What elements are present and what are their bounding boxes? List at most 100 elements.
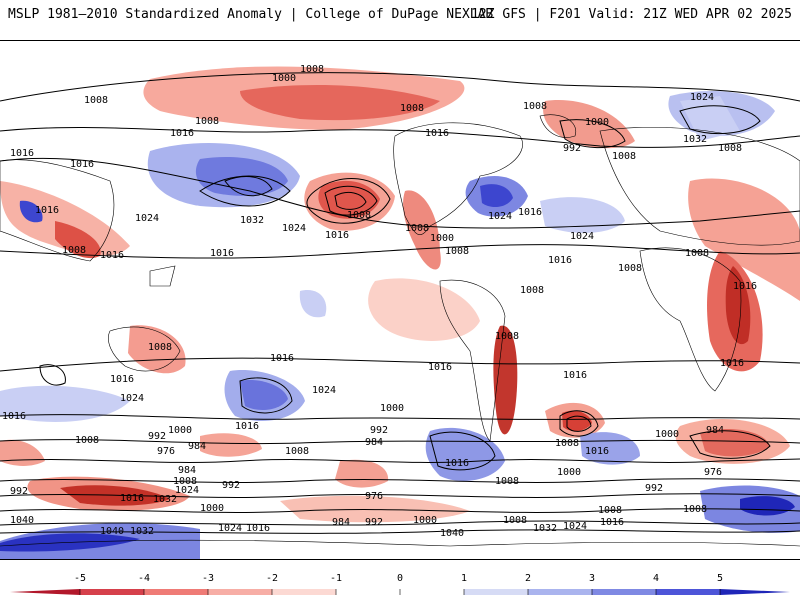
svg-text:1008: 1008 xyxy=(195,116,219,127)
colorbar-legend: -5 -4 -3 -2 -1 0 1 2 3 4 5 xyxy=(0,570,800,600)
svg-text:1000: 1000 xyxy=(430,233,454,244)
svg-text:1016: 1016 xyxy=(235,421,259,432)
svg-text:1024: 1024 xyxy=(488,211,512,222)
svg-text:1000: 1000 xyxy=(272,73,296,84)
svg-text:1016: 1016 xyxy=(325,230,349,241)
svg-text:1008: 1008 xyxy=(503,515,527,526)
svg-text:992: 992 xyxy=(365,517,383,528)
colorbar-tick-label: 4 xyxy=(653,573,659,584)
colorbar-tick-label: 5 xyxy=(717,573,723,584)
svg-text:1008: 1008 xyxy=(62,245,86,256)
colorbar-tick-label: 1 xyxy=(461,573,467,584)
svg-text:1040: 1040 xyxy=(440,528,464,539)
svg-text:1032: 1032 xyxy=(240,215,264,226)
svg-text:1008: 1008 xyxy=(148,342,172,353)
svg-text:1024: 1024 xyxy=(120,393,144,404)
colorbar-tick-label: -4 xyxy=(138,573,150,584)
svg-text:1016: 1016 xyxy=(70,159,94,170)
svg-text:1008: 1008 xyxy=(300,64,324,75)
svg-text:1008: 1008 xyxy=(718,143,742,154)
colorbar-swatch xyxy=(528,589,592,595)
svg-text:992: 992 xyxy=(563,143,581,154)
colorbar-swatch xyxy=(272,589,336,595)
colorbar-swatch xyxy=(592,589,656,595)
svg-text:1040: 1040 xyxy=(10,515,34,526)
svg-text:1016: 1016 xyxy=(445,458,469,469)
svg-text:1016: 1016 xyxy=(10,148,34,159)
svg-text:1016: 1016 xyxy=(100,250,124,261)
colorbar-swatch xyxy=(656,589,720,595)
svg-text:1016: 1016 xyxy=(246,523,270,534)
svg-text:1016: 1016 xyxy=(35,205,59,216)
svg-text:1008: 1008 xyxy=(445,246,469,257)
colorbar-swatch xyxy=(464,589,528,595)
svg-text:1016: 1016 xyxy=(428,362,452,373)
svg-text:992: 992 xyxy=(370,425,388,436)
colorbar-tick-labels: -5 -4 -3 -2 -1 0 1 2 3 4 5 xyxy=(74,573,723,595)
svg-text:1032: 1032 xyxy=(533,523,557,534)
svg-text:992: 992 xyxy=(645,483,663,494)
colorbar-svg: -5 -4 -3 -2 -1 0 1 2 3 4 5 xyxy=(10,573,790,595)
svg-text:1024: 1024 xyxy=(135,213,159,224)
svg-text:1024: 1024 xyxy=(282,223,306,234)
svg-text:1000: 1000 xyxy=(585,117,609,128)
svg-text:1016: 1016 xyxy=(600,517,624,528)
svg-text:1008: 1008 xyxy=(405,223,429,234)
svg-text:1024: 1024 xyxy=(570,231,594,242)
colorbar-swatch xyxy=(144,589,208,595)
svg-text:1016: 1016 xyxy=(425,128,449,139)
svg-text:1024: 1024 xyxy=(175,485,199,496)
svg-text:1008: 1008 xyxy=(173,476,197,487)
svg-text:1008: 1008 xyxy=(685,248,709,259)
header: MSLP 1981–2010 Standardized Anomaly | Co… xyxy=(0,0,800,30)
svg-text:1008: 1008 xyxy=(495,476,519,487)
svg-text:1016: 1016 xyxy=(518,207,542,218)
svg-text:1008: 1008 xyxy=(400,103,424,114)
svg-text:1000: 1000 xyxy=(168,425,192,436)
svg-text:1000: 1000 xyxy=(380,403,404,414)
isobar-labels: 1008 1000 1008 1008 1016 1016 1016 1016 … xyxy=(2,64,757,539)
svg-text:992: 992 xyxy=(222,480,240,491)
svg-text:1016: 1016 xyxy=(720,358,744,369)
svg-text:1016: 1016 xyxy=(548,255,572,266)
colorbar-tick-label: -5 xyxy=(74,573,86,584)
svg-text:976: 976 xyxy=(365,491,383,502)
colorbar-tick-label: -2 xyxy=(266,573,278,584)
isobars xyxy=(0,72,800,534)
negative-anomaly-shading xyxy=(0,66,800,523)
svg-text:1008: 1008 xyxy=(495,331,519,342)
svg-text:984: 984 xyxy=(706,425,724,436)
svg-text:1032: 1032 xyxy=(153,494,177,505)
colorbar-swatch xyxy=(336,589,400,595)
svg-text:1016: 1016 xyxy=(2,411,26,422)
colorbar-tick-label: 2 xyxy=(525,573,531,584)
svg-text:1008: 1008 xyxy=(347,210,371,221)
svg-text:1008: 1008 xyxy=(555,438,579,449)
colorbar-tick-label: -3 xyxy=(202,573,214,584)
svg-text:1032: 1032 xyxy=(683,134,707,145)
svg-text:1024: 1024 xyxy=(690,92,714,103)
svg-text:992: 992 xyxy=(148,431,166,442)
anomaly-map[interactable]: 1008 1000 1008 1008 1016 1016 1016 1016 … xyxy=(0,40,800,560)
coastlines xyxy=(0,114,800,547)
colorbar-min-arrow xyxy=(10,589,80,595)
svg-text:1008: 1008 xyxy=(612,151,636,162)
svg-text:1016: 1016 xyxy=(270,353,294,364)
svg-text:1024: 1024 xyxy=(218,523,242,534)
svg-text:1016: 1016 xyxy=(170,128,194,139)
colorbar-tick-label: -1 xyxy=(330,573,342,584)
svg-text:1016: 1016 xyxy=(110,374,134,385)
svg-text:984: 984 xyxy=(188,441,206,452)
svg-text:984: 984 xyxy=(365,437,383,448)
svg-text:984: 984 xyxy=(332,517,350,528)
colorbar-max-arrow xyxy=(720,589,790,595)
svg-text:1008: 1008 xyxy=(75,435,99,446)
svg-text:1000: 1000 xyxy=(413,515,437,526)
svg-text:1024: 1024 xyxy=(312,385,336,396)
colorbar-tick-label: 0 xyxy=(397,573,403,584)
run-info: 12Z GFS | F201 Valid: 21Z WED APR 02 202… xyxy=(471,7,792,22)
svg-text:1000: 1000 xyxy=(557,467,581,478)
svg-text:1008: 1008 xyxy=(683,504,707,515)
map-title: MSLP 1981–2010 Standardized Anomaly | Co… xyxy=(8,7,494,22)
colorbar-swatch xyxy=(400,589,464,595)
